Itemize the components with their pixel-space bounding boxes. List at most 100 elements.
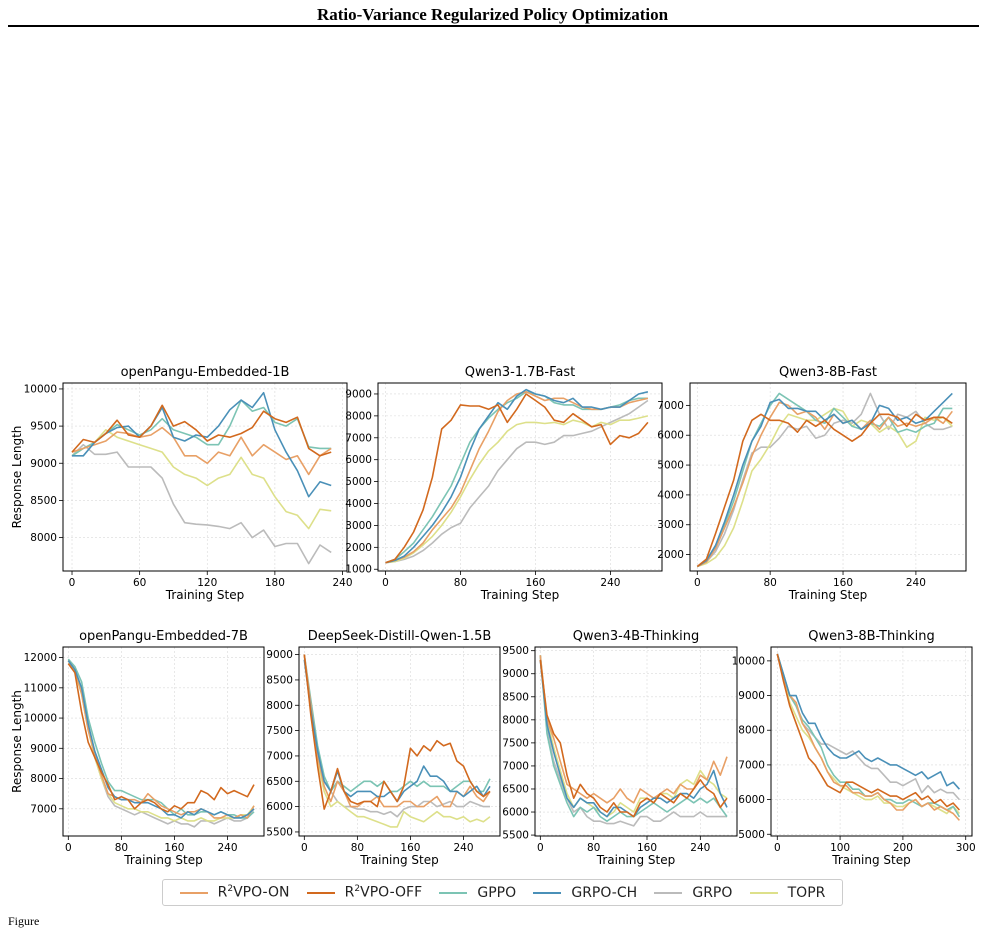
y-tick-label: 8000 bbox=[30, 532, 57, 544]
y-tick-label: 9500 bbox=[502, 645, 529, 657]
series-line-topr bbox=[67, 660, 255, 822]
x-tick-label: 0 bbox=[382, 577, 389, 589]
x-tick-label: 80 bbox=[763, 577, 776, 589]
y-tick-label: 10000 bbox=[24, 383, 57, 395]
figure-caption: Figure bbox=[8, 914, 978, 928]
y-tick-label: 4000 bbox=[345, 498, 372, 510]
y-tick-label: 9000 bbox=[502, 668, 529, 680]
y-tick-label: 4000 bbox=[657, 489, 684, 501]
legend-label: R2VPO-ON bbox=[218, 884, 290, 901]
series-line-grpo bbox=[385, 399, 649, 564]
y-tick-label: 8500 bbox=[30, 495, 57, 507]
series-line-r2vpo_off bbox=[385, 393, 649, 564]
x-tick-label: 0 bbox=[69, 577, 76, 589]
y-tick-label: 5500 bbox=[502, 830, 529, 842]
x-tick-label: 100 bbox=[830, 842, 850, 854]
y-tick-label: 6500 bbox=[266, 776, 293, 788]
legend-swatch bbox=[306, 891, 335, 894]
x-tick-label: 180 bbox=[265, 577, 285, 589]
plot-frame bbox=[689, 382, 967, 572]
y-tick-label: 8500 bbox=[502, 691, 529, 703]
x-tick-label: 160 bbox=[637, 842, 657, 854]
x-axis-label: Training Step bbox=[359, 853, 439, 867]
x-tick-label: 80 bbox=[115, 842, 128, 854]
series-line-topr bbox=[385, 415, 649, 564]
x-tick-label: 240 bbox=[600, 577, 620, 589]
y-tick-label: 8000 bbox=[266, 700, 293, 712]
legend-swatch bbox=[439, 891, 468, 894]
header-rule bbox=[8, 25, 979, 27]
x-tick-label: 0 bbox=[301, 842, 308, 854]
x-tick-label: 160 bbox=[400, 842, 420, 854]
chart-title: DeepSeek-Distill-Qwen-1.5B bbox=[308, 629, 492, 644]
y-tick-label: 7000 bbox=[30, 803, 57, 815]
chart-panel-1: 0 60 120 180 240 8000 8500 9000 9500 10000 openPan… bbox=[10, 365, 353, 602]
chart-title: Qwen3-1.7B-Fast bbox=[465, 365, 575, 380]
chart-panel-7: 0 100 200 300 5000 6000 7000 8000 9000 10000 Qwen3… bbox=[732, 629, 976, 867]
y-tick-label: 7500 bbox=[502, 737, 529, 749]
series-line-r2vpo_on bbox=[67, 660, 255, 819]
x-tick-label: 160 bbox=[525, 577, 545, 589]
y-tick-label: 9000 bbox=[266, 649, 293, 661]
plot-frame bbox=[534, 646, 738, 837]
x-tick-label: 80 bbox=[587, 842, 600, 854]
y-tick-label: 8000 bbox=[30, 773, 57, 785]
y-tick-label: 8500 bbox=[266, 674, 293, 686]
legend-label-main: GPPO bbox=[477, 884, 517, 901]
x-tick-label: 0 bbox=[774, 842, 781, 854]
legend-label-main: R bbox=[344, 884, 355, 901]
chart-panel-5: 0 80 160 240 5500 6000 6500 7000 7500 8000 8500 900… bbox=[266, 629, 501, 867]
plot-frame bbox=[298, 646, 501, 837]
y-tick-label: 9000 bbox=[30, 458, 57, 470]
series-line-r2vpo_on bbox=[385, 390, 649, 564]
legend-label: R2VPO-OFF bbox=[345, 884, 422, 901]
series-line-r2vpo_off bbox=[539, 659, 728, 818]
x-tick-label: 80 bbox=[454, 577, 467, 589]
legend-label: GRPO bbox=[692, 885, 732, 901]
y-axis-label: Response Length bbox=[10, 426, 24, 529]
legend-label-sup: 2 bbox=[227, 884, 234, 895]
x-tick-label: 300 bbox=[956, 842, 976, 854]
series-line-r2vpo_on bbox=[539, 655, 728, 804]
series-line-grpo bbox=[539, 655, 727, 827]
series-line-grpo_ch bbox=[539, 659, 728, 818]
chart-title: Qwen3-8B-Fast bbox=[779, 365, 877, 380]
chart-title: openPangu-Embedded-1B bbox=[121, 365, 290, 380]
chart-panel-3: 0 80 160 240 2000 3000 4000 5000 6000 7000 Qwen3-8… bbox=[657, 365, 967, 602]
legend-item-gppo: GPPO bbox=[439, 885, 516, 901]
x-tick-label: 160 bbox=[833, 577, 853, 589]
x-axis-label: Training Step bbox=[480, 588, 560, 602]
legend-label-main: TOPR bbox=[787, 884, 826, 901]
legend-label-sup: 2 bbox=[354, 884, 361, 895]
x-tick-label: 160 bbox=[164, 842, 184, 854]
x-axis-label: Training Step bbox=[165, 588, 245, 602]
legend-swatch bbox=[654, 891, 683, 894]
x-axis-label: Training Step bbox=[788, 588, 868, 602]
y-axis-label: Response Length bbox=[10, 690, 24, 793]
y-tick-label: 6000 bbox=[345, 454, 372, 466]
y-tick-label: 11000 bbox=[24, 682, 57, 694]
plot-frame bbox=[62, 646, 265, 837]
series-line-gppo bbox=[71, 399, 332, 457]
series-line-topr bbox=[71, 428, 332, 530]
x-tick-label: 240 bbox=[906, 577, 926, 589]
legend-item-r2vpo_off: R2VPO-OFF bbox=[306, 884, 422, 901]
series-line-gppo bbox=[303, 654, 491, 793]
y-tick-label: 5000 bbox=[345, 476, 372, 488]
legend-label: GPPO bbox=[477, 885, 516, 901]
series-line-grpo_ch bbox=[67, 660, 255, 819]
y-tick-label: 8000 bbox=[738, 725, 765, 737]
y-tick-label: 8000 bbox=[345, 410, 372, 422]
series-line-r2vpo_off bbox=[71, 404, 332, 457]
x-tick-label: 200 bbox=[893, 842, 913, 854]
plot-frame bbox=[770, 646, 973, 837]
y-tick-label: 10000 bbox=[732, 655, 765, 667]
series-line-r2vpo_on bbox=[71, 426, 332, 476]
y-tick-label: 6000 bbox=[657, 430, 684, 442]
series-line-gppo bbox=[696, 392, 953, 568]
legend: R2VPO-ON R2VPO-OFF GPPO GRPO-CH GRPO TOPR bbox=[162, 879, 843, 906]
chart-panel-4: 0 80 160 240 7000 8000 9000 10000 11000 12000 open… bbox=[10, 629, 265, 867]
y-tick-label: 6000 bbox=[266, 801, 293, 813]
y-tick-label: 9000 bbox=[30, 743, 57, 755]
x-tick-label: 240 bbox=[453, 842, 473, 854]
